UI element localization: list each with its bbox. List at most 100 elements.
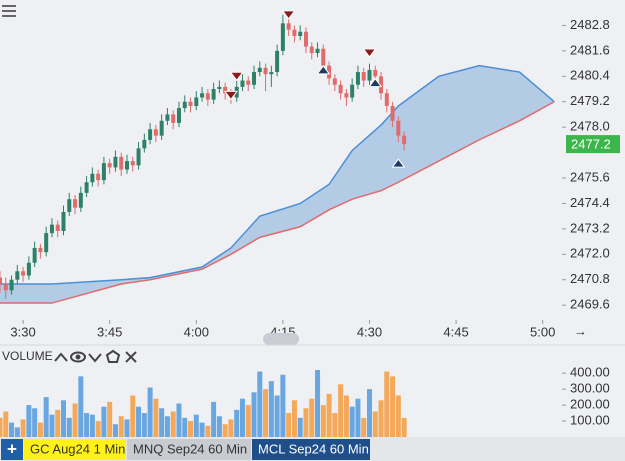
candle-body [90,173,95,183]
candle-body [367,69,372,81]
candle-body [275,50,280,73]
volume-bar [37,422,43,437]
candle-body [107,163,112,168]
volume-bar [205,425,211,437]
volume-bar [395,395,401,437]
candle-body [171,114,176,123]
candle-body [390,105,395,121]
candle-body [3,283,8,291]
volume-bar [130,395,136,437]
volume-bar [239,398,245,437]
volume-y-tick-label: 300.00 [570,381,610,396]
volume-bar [366,389,372,437]
candle-body [84,182,89,193]
candle-body [286,23,291,30]
candle-body [67,199,72,212]
last-price-box [566,135,620,154]
volume-bar [141,413,147,437]
candle-body [298,31,303,37]
candle-body [136,148,141,166]
candle-body [303,31,308,47]
volume-bar [291,400,297,437]
candle-body [113,156,118,168]
candle-body [153,129,158,136]
candle-body [396,120,401,136]
sell-signal [281,10,296,20]
volume-bar [211,401,217,437]
cloud-fill [0,65,555,304]
tab-label: MNQ Sep24 60 Min [133,441,247,456]
volume-bar [78,376,84,437]
cloud-lower-line [0,101,555,304]
volume-bar [159,408,165,437]
candle-body [263,67,268,75]
volume-bar [309,398,315,437]
candle-body [361,72,366,81]
volume-bar [136,406,142,437]
volume-bar [89,414,95,437]
volume-bar [124,419,130,437]
last-price-label: 2477.2 [571,137,611,152]
candle-body [125,161,130,170]
volume-bar [326,393,332,437]
volume-plot [0,369,407,437]
candle-body [315,48,320,53]
add-tab-icon: + [7,439,17,458]
volume-bar [182,417,188,437]
candle-body [292,29,297,37]
volume-bar [176,403,182,437]
volume-bar [20,419,26,437]
add-tab-button[interactable] [1,439,23,460]
tab[interactable]: MCL Sep24 60 Min [252,439,370,460]
menu-icon[interactable] [2,5,16,17]
candle-body [321,48,326,66]
y-tick-label: 2481.6 [570,42,610,57]
volume-bar [263,389,269,437]
volume-bar [303,408,309,437]
candle-body [332,78,337,85]
candle-body [257,67,262,73]
tab[interactable]: GC Aug24 1 Min [24,439,126,460]
volume-bar [315,369,321,437]
candle-body [61,211,66,231]
volume-bar [49,414,55,437]
x-tick-label: 4:30 [357,324,382,339]
volume-bar [107,401,113,437]
candle-body [309,46,314,53]
volume-bar [338,384,344,437]
candle-body [373,69,378,77]
scroll-handle[interactable] [263,333,299,345]
cloud-upper-line [0,64,555,285]
candle-body [21,271,26,276]
arrow-icon[interactable]: → [574,323,587,338]
volume-bar [222,424,228,437]
y-tick-label: 2480.4 [570,68,610,83]
candle-body [165,114,170,121]
volume-bar [66,417,72,437]
volume-bar [280,374,286,437]
sell-signal [229,71,244,82]
volume-tools[interactable] [54,349,137,363]
y-tick-label: 2474.4 [570,195,610,210]
y-tick-label: 2473.2 [570,220,610,235]
volume-bar [234,409,240,437]
candle-body [44,233,49,253]
volume-bar [118,416,124,437]
candle-body [269,72,274,75]
volume-bar [343,395,349,437]
candle-body [15,271,20,280]
volume-bar [390,376,396,437]
volume-bar [32,408,38,437]
candle-body [55,224,60,231]
candle-body [205,93,210,100]
tab[interactable]: MNQ Sep24 60 Min [127,439,251,460]
y-tick-label: 2475.6 [570,169,610,184]
volume-bar [26,405,32,437]
candle-body [223,86,228,94]
y-tick-label: 2470.8 [570,271,610,286]
volume-bar [95,421,101,437]
y-tick-label: 2469.6 [570,297,610,312]
tab-label: GC Aug24 1 Min [30,441,125,456]
candle-body [73,199,78,208]
